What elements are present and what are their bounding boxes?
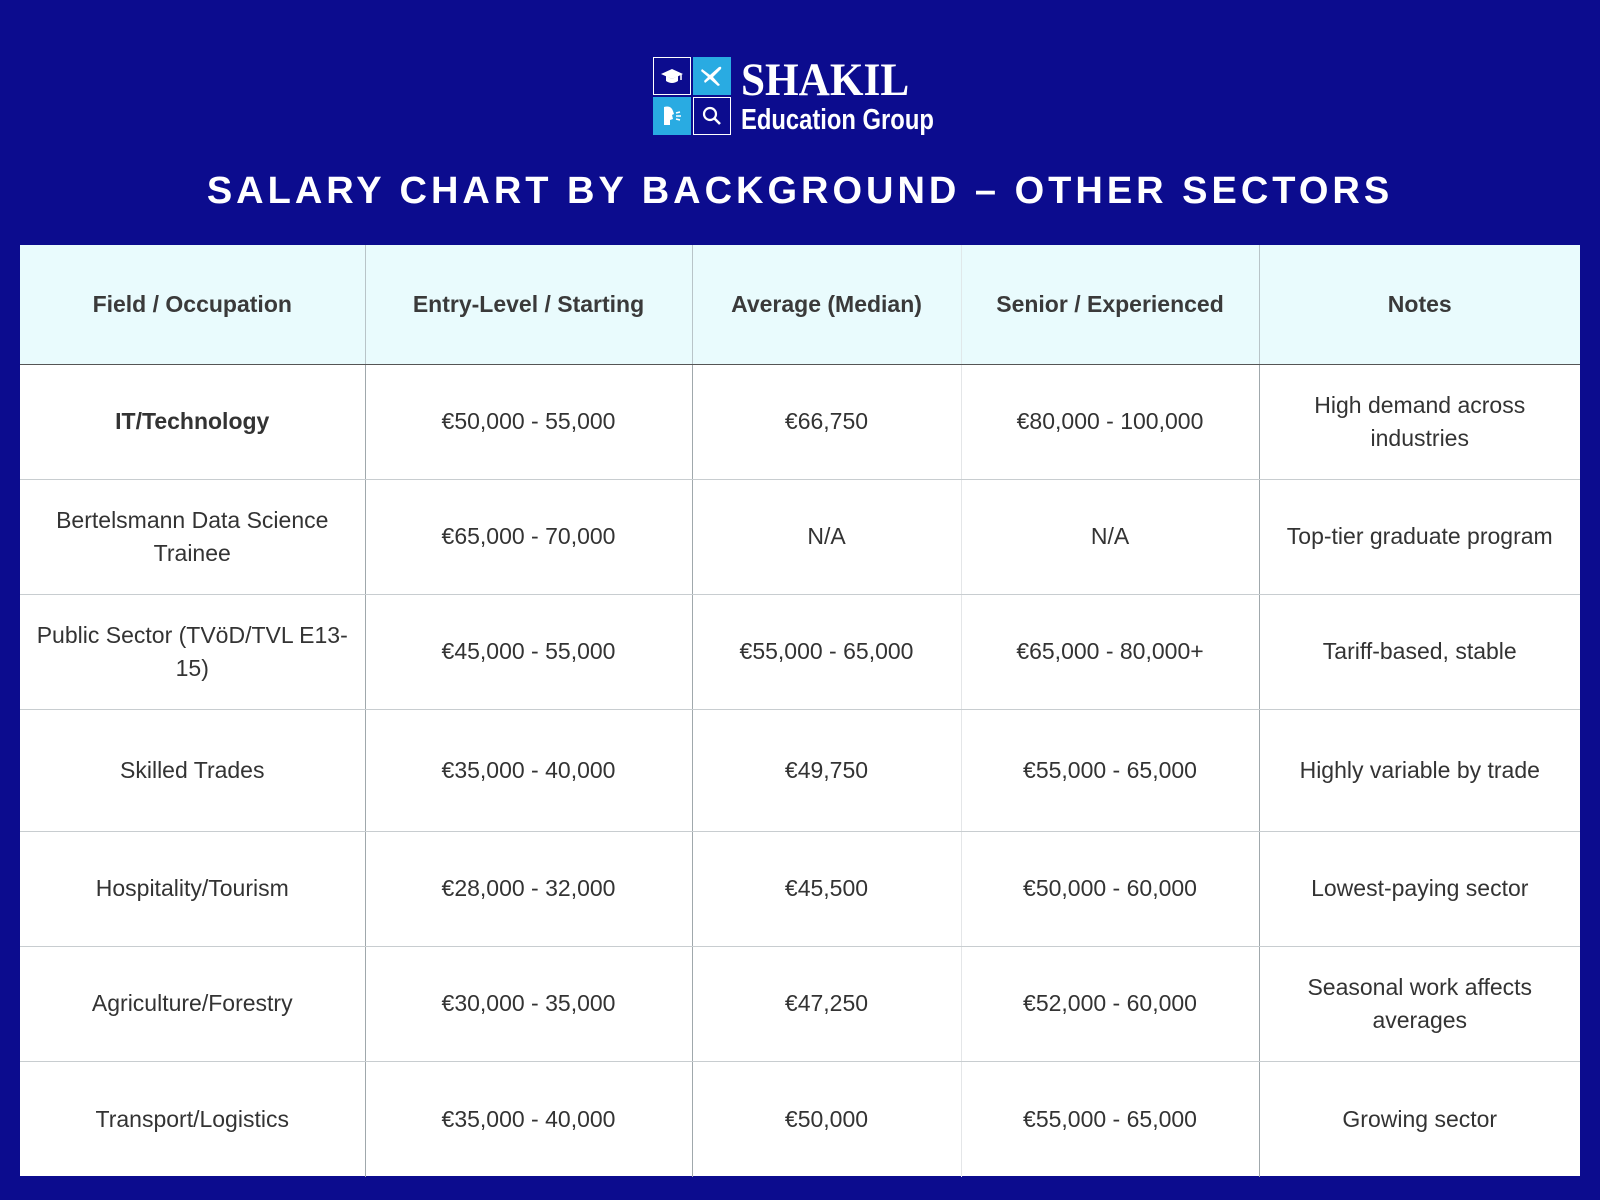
header-entry-level: Entry-Level / Starting [365,245,693,365]
graduation-cap-icon [653,57,691,95]
cell-field: Hospitality/Tourism [20,831,366,947]
cell-notes: Highly variable by trade [1259,709,1580,832]
cell-entry: €35,000 - 40,000 [365,709,693,832]
airplane-icon [693,57,731,95]
cell-entry: €35,000 - 40,000 [365,1061,693,1177]
cell-entry: €50,000 - 55,000 [365,364,693,480]
logo-icon-grid [653,57,731,135]
cell-average: €45,500 [692,831,962,947]
cell-senior: €50,000 - 60,000 [961,831,1260,947]
cell-average: €66,750 [692,364,962,480]
table-row: Hospitality/Tourism €28,000 - 32,000 €45… [20,831,1580,947]
cell-entry: €65,000 - 70,000 [365,479,693,595]
cell-notes: Lowest-paying sector [1259,831,1580,947]
header-field: Field / Occupation [20,245,366,365]
brand-subtitle: Education Group [741,104,934,136]
brand-logo: SHAKIL Education Group [653,57,976,135]
table-row: IT/Technology €50,000 - 55,000 €66,750 €… [20,364,1580,480]
cell-notes: High demand across industries [1259,364,1580,480]
table-header-row: Field / Occupation Entry-Level / Startin… [20,245,1580,365]
cell-field: Agriculture/Forestry [20,946,366,1062]
cell-field: Skilled Trades [20,709,366,832]
table-row: Public Sector (TVöD/TVL E13-15) €45,000 … [20,594,1580,710]
table-row: Skilled Trades €35,000 - 40,000 €49,750 … [20,709,1580,832]
table-row: Transport/Logistics €35,000 - 40,000 €50… [20,1061,1580,1177]
cell-senior: €52,000 - 60,000 [961,946,1260,1062]
salary-table-container: Field / Occupation Entry-Level / Startin… [20,245,1580,1177]
page-title: SALARY CHART BY BACKGROUND – OTHER SECTO… [206,170,1394,212]
cell-average: N/A [692,479,962,595]
cell-senior: €55,000 - 65,000 [961,709,1260,832]
table-row: Agriculture/Forestry €30,000 - 35,000 €4… [20,946,1580,1062]
cell-entry: €28,000 - 32,000 [365,831,693,947]
header-notes: Notes [1259,245,1580,365]
cell-entry: €45,000 - 55,000 [365,594,693,710]
header-senior: Senior / Experienced [961,245,1260,365]
cell-senior: €65,000 - 80,000+ [961,594,1260,710]
header-average: Average (Median) [692,245,962,365]
salary-table: Field / Occupation Entry-Level / Startin… [20,245,1580,1177]
cell-field: Public Sector (TVöD/TVL E13-15) [20,594,366,710]
magnifier-icon [693,97,731,135]
cell-average: €49,750 [692,709,962,832]
cell-senior: N/A [961,479,1260,595]
cell-entry: €30,000 - 35,000 [365,946,693,1062]
cell-senior: €55,000 - 65,000 [961,1061,1260,1177]
cell-field: Transport/Logistics [20,1061,366,1177]
cell-senior: €80,000 - 100,000 [961,364,1260,480]
cell-average: €55,000 - 65,000 [692,594,962,710]
logo-wordmark: SHAKIL Education Group [741,57,976,135]
cell-field: Bertelsmann Data Science Trainee [20,479,366,595]
cell-average: €50,000 [692,1061,962,1177]
cell-average: €47,250 [692,946,962,1062]
brand-name: SHAKIL [741,54,910,106]
cell-notes: Tariff-based, stable [1259,594,1580,710]
cell-notes: Seasonal work affects averages [1259,946,1580,1062]
cell-notes: Top-tier graduate program [1259,479,1580,595]
cell-field: IT/Technology [20,364,366,480]
table-row: Bertelsmann Data Science Trainee €65,000… [20,479,1580,595]
person-speaking-icon [653,97,691,135]
cell-notes: Growing sector [1342,1105,1498,1132]
